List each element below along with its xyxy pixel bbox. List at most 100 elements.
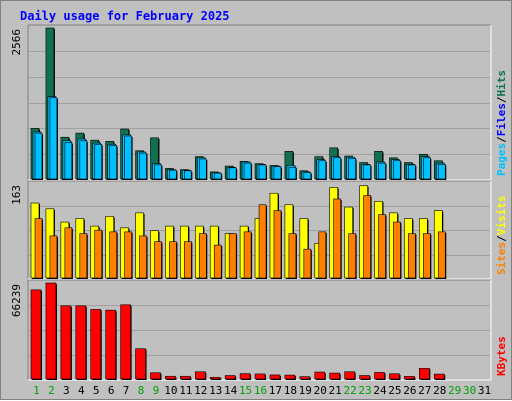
sites-bar [213,244,222,279]
day-tick-label: 9 [153,384,160,397]
pages-bar [288,166,297,180]
visits-legend: Sites/Visits [495,196,508,276]
pages-bar [139,152,147,180]
chart-title: Daily usage for February 2025 [20,9,230,23]
kbytes-bar [90,309,102,380]
day-tick-label: 15 [239,384,252,397]
day-tick-label: 14 [224,384,238,397]
kbytes-bar [45,282,57,380]
sites-bar [169,241,177,279]
day-tick-label: 19 [299,384,312,397]
day-tick-label: 24 [373,384,387,397]
pages-bar [348,158,356,180]
day-tick-label: 27 [418,384,431,397]
kbytes-bar [329,372,341,380]
day-tick-label: 26 [403,384,416,397]
kbytes-bar [194,371,206,380]
kbytes-bar [180,375,191,380]
legend-entry-pages: Pages [495,143,508,176]
legend-entry-files: Files [495,103,508,136]
sites-bar [378,214,386,279]
kbytes-bar [209,376,221,380]
pages-bar [213,172,222,180]
legend-entry-visits: Visits [495,196,508,236]
kbytes-bar [314,371,326,380]
pages-bar [437,163,446,180]
sites-bar [273,210,282,279]
pages-bar [408,164,416,180]
day-tick-label: 30 [463,384,476,397]
sites-bar [79,233,88,279]
sites-bar [139,235,147,279]
kbytes-bar [135,348,146,380]
day-tick-label: 22 [343,384,356,397]
sites-bar [243,231,252,279]
sites-bar [258,204,267,279]
sites-bar [228,233,237,279]
sites-bar [49,235,58,279]
pages-bar [363,164,371,180]
kbytes-bar [299,376,311,380]
pages-bar [333,157,342,180]
sites-bar [94,229,103,279]
legend-separator: / [495,235,508,242]
pages-bar [378,162,386,180]
sites-bar [184,241,192,279]
day-tick-label: 31 [478,384,491,397]
day-tick-label: 28 [433,384,446,397]
hits-ymax-label: 2566 [10,29,23,56]
kbytes-bar [419,367,430,380]
kbytes-bar [433,373,445,380]
kbytes-bar [254,373,266,380]
pages-bar [79,140,88,180]
kbytes-bar [75,305,87,380]
legend-entry-kbytes: KBytes [495,336,508,376]
day-tick-label: 29 [448,384,461,397]
sites-bar [154,241,162,279]
legend-entry-hits: Hits [495,70,508,97]
kbytes-bar [389,373,400,380]
legend-entry-sites: Sites [495,242,508,275]
kbytes-bar [30,289,42,380]
legend-separator: / [495,136,508,143]
sites-bar [423,233,431,279]
sites-bar [333,198,342,279]
pages-bar [34,132,43,180]
visits-ymax-label: 163 [10,185,23,205]
day-tick-label: 1 [33,384,40,397]
day-tick-label: 4 [78,384,85,397]
legend-separator: / [495,96,508,103]
day-tick-label: 3 [63,384,70,397]
pages-bar [49,97,58,180]
hits-legend: Pages/Files/Hits [495,70,508,176]
sites-bar [363,195,371,279]
day-tick-label: 25 [388,384,401,397]
pages-bar [154,164,162,180]
sites-bar [348,233,356,279]
day-tick-label: 10 [164,384,177,397]
day-tick-label: 8 [138,384,145,397]
kbytes-bar [359,375,370,380]
day-tick-label: 21 [329,384,342,397]
day-tick-label: 12 [194,384,207,397]
pages-bar [243,162,252,180]
kbytes-bar [105,309,116,380]
sites-bar [393,221,401,279]
day-tick-label: 16 [254,384,267,397]
pages-bar [94,143,103,180]
sites-bar [34,218,43,279]
day-tick-label: 7 [123,384,130,397]
pages-bar [169,169,177,180]
pages-bar [124,135,132,180]
sites-bar [124,231,132,279]
pages-bar [423,157,431,180]
day-tick-label: 5 [93,384,100,397]
kbytes-bar [224,375,236,380]
pages-bar [228,167,237,180]
sites-bar [318,231,327,279]
sites-bar [408,233,416,279]
sites-bar [288,233,297,279]
kbytes-bar [239,373,251,380]
day-tick-label: 6 [108,384,115,397]
